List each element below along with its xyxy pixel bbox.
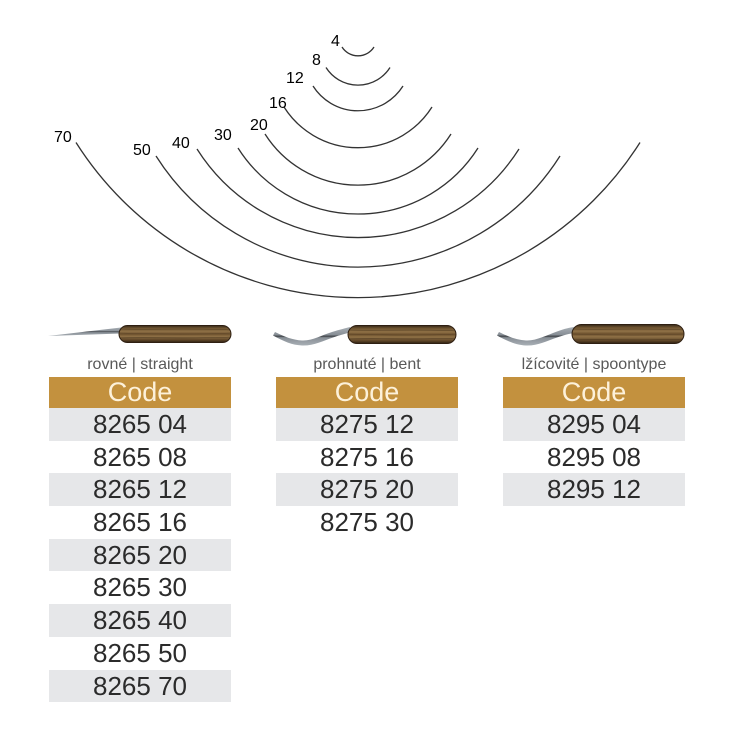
svg-text:4: 4	[331, 33, 340, 50]
svg-text:12: 12	[286, 70, 304, 87]
svg-text:50: 50	[133, 142, 151, 159]
svg-text:16: 16	[269, 95, 287, 112]
svg-text:70: 70	[54, 129, 72, 146]
svg-text:8: 8	[312, 52, 321, 69]
svg-text:40: 40	[172, 135, 190, 152]
svg-text:20: 20	[250, 117, 268, 134]
svg-text:30: 30	[214, 127, 232, 144]
